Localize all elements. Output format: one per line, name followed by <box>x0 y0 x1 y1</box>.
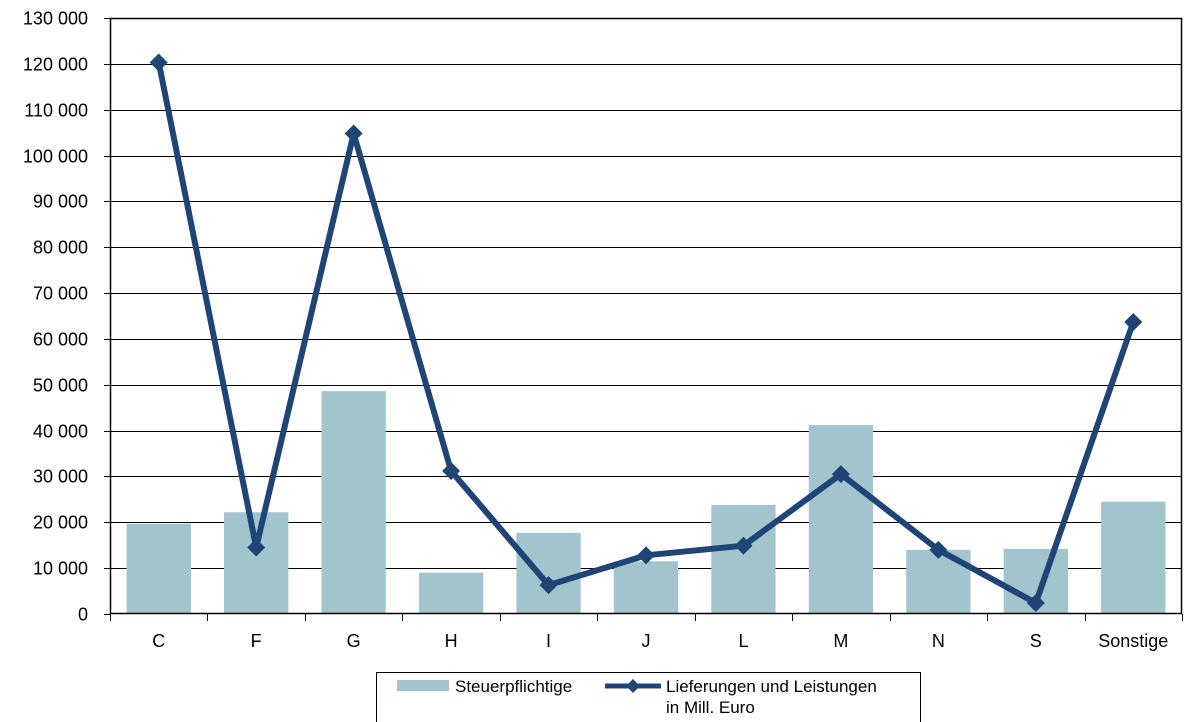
y-tick-label: 50 000 <box>33 376 88 396</box>
y-tick-label: 40 000 <box>33 422 88 442</box>
x-tick-label: H <box>445 631 458 651</box>
line-point <box>442 461 461 480</box>
bar <box>224 512 289 614</box>
y-tick-label: 80 000 <box>33 238 88 258</box>
x-tick-label: F <box>251 631 262 651</box>
y-tick-label: 0 <box>78 605 88 625</box>
line-point <box>539 576 558 595</box>
x-tick-label: M <box>833 631 848 651</box>
x-tick-label: S <box>1030 631 1042 651</box>
y-tick-label: 20 000 <box>33 513 88 533</box>
bar <box>126 523 191 614</box>
line-point <box>637 546 655 565</box>
legend-swatch-bar <box>397 680 449 691</box>
bar <box>418 572 484 614</box>
bar <box>516 532 581 614</box>
x-tick-label: L <box>738 631 748 651</box>
line-point <box>734 536 753 555</box>
line-point <box>1026 593 1045 612</box>
x-tick-label: J <box>642 631 651 651</box>
legend: Steuerpflichtige Lieferungen und Leistun… <box>376 672 921 722</box>
y-tick-label: 10 000 <box>33 559 88 579</box>
series-line <box>155 61 1137 606</box>
line-series <box>149 53 1143 612</box>
line-point <box>247 538 266 557</box>
bar-series <box>126 391 1166 614</box>
legend-label-line: Lieferungen und Leistungen in Mill. Euro <box>666 677 882 717</box>
x-tick-label: G <box>347 631 361 651</box>
plot-area-border <box>109 17 1183 615</box>
line-point <box>831 465 850 484</box>
y-tick-label: 70 000 <box>33 284 88 304</box>
bar <box>321 391 386 614</box>
line-point <box>344 124 363 143</box>
legend-box <box>376 672 921 722</box>
y-tick-label: 90 000 <box>33 192 88 212</box>
axes <box>109 17 1183 615</box>
bar <box>1101 501 1166 614</box>
x-tick-label: I <box>546 631 551 651</box>
y-tick-label: 120 000 <box>23 55 88 75</box>
bar <box>613 561 679 614</box>
line-point <box>929 540 948 559</box>
x-tick-label: N <box>932 631 945 651</box>
line-point <box>1124 312 1143 331</box>
legend-swatch-marker <box>626 679 640 693</box>
y-tick-label: 110 000 <box>24 101 88 121</box>
y-tick-label: 130 000 <box>23 9 88 29</box>
line-point <box>149 53 168 72</box>
bar <box>711 504 776 614</box>
legend-label-bar: Steuerpflichtige <box>455 677 572 696</box>
legend-label-line-2: in Mill. Euro <box>666 698 755 717</box>
y-tick-label: 60 000 <box>33 330 88 350</box>
y-tick-label: 30 000 <box>33 467 88 487</box>
legend-label-line-1: Lieferungen und Leistungen <box>666 677 877 696</box>
x-tick-label: Sonstige <box>1098 631 1168 651</box>
y-axis-ticks: 0 10 000 20 000 30 000 40 000 50 000 60 000 70 … <box>23 9 110 625</box>
x-tick-label: C <box>152 631 165 651</box>
x-axis-ticks: C F G H I J L M N S Sonstige <box>110 614 1183 651</box>
y-tick-label: 100 000 <box>23 147 88 167</box>
bar <box>808 425 874 614</box>
